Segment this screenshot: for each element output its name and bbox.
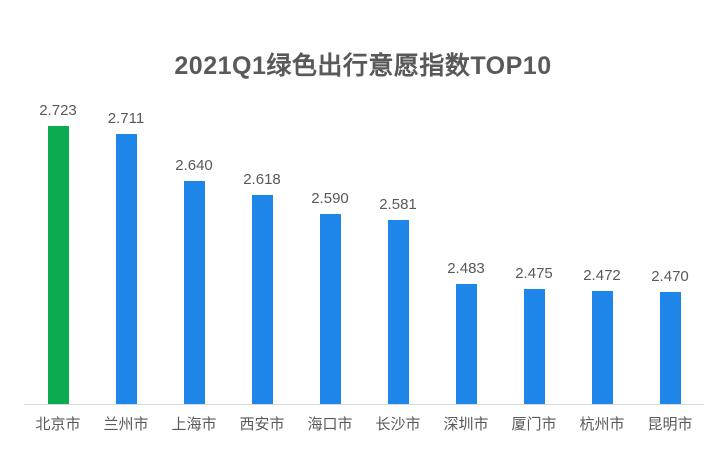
bar-column: 2.581 xyxy=(364,102,432,404)
x-axis-label: 上海市 xyxy=(171,416,217,433)
x-axis-label: 兰州市 xyxy=(103,416,149,433)
bar-北京市 xyxy=(47,126,69,404)
bar-value-label: 2.470 xyxy=(651,268,689,285)
bar-value-label: 2.711 xyxy=(107,110,145,127)
bar-杭州市 xyxy=(591,291,613,404)
x-axis-labels: 北京市 兰州市 上海市 西安市 海口市 长沙市 深圳市 厦门市 杭州市 昆明市 xyxy=(24,413,704,434)
bar-column: 2.483 xyxy=(432,102,500,404)
bar-column: 2.590 xyxy=(296,102,364,404)
bar-value-label: 2.581 xyxy=(379,196,417,213)
x-axis-label: 深圳市 xyxy=(443,416,489,433)
bar-西安市 xyxy=(251,195,273,404)
bar-column: 2.723 xyxy=(24,102,92,404)
bar-value-label: 2.618 xyxy=(243,171,281,188)
x-axis-label: 厦门市 xyxy=(511,416,557,433)
bar-column: 2.475 xyxy=(500,102,568,404)
bar-value-label: 2.723 xyxy=(39,102,77,119)
bar-兰州市 xyxy=(115,134,137,404)
chart-title: 2021Q1绿色出行意愿指数TOP10 xyxy=(174,52,552,80)
bar-value-label: 2.590 xyxy=(311,190,349,207)
bar-column: 2.472 xyxy=(568,102,636,404)
x-axis-label: 长沙市 xyxy=(375,416,421,433)
bar-value-label: 2.640 xyxy=(175,157,213,174)
x-axis-label: 西安市 xyxy=(239,416,285,433)
bar-value-label: 2.483 xyxy=(447,260,485,277)
bar-column: 2.640 xyxy=(160,102,228,404)
x-axis-label: 杭州市 xyxy=(579,416,625,433)
bar-value-label: 2.472 xyxy=(583,267,621,284)
x-axis-label: 北京市 xyxy=(35,416,81,433)
x-axis-label: 昆明市 xyxy=(647,416,693,433)
bar-上海市 xyxy=(183,181,205,404)
bar-深圳市 xyxy=(455,284,477,404)
bar-column: 2.711 xyxy=(92,102,160,404)
bar-昆明市 xyxy=(659,292,681,404)
x-axis-label: 海口市 xyxy=(307,416,353,433)
bar-厦门市 xyxy=(523,289,545,404)
bar-column: 2.618 xyxy=(228,102,296,404)
bar-海口市 xyxy=(319,214,341,404)
bar-长沙市 xyxy=(387,220,409,404)
plot-area: 2.723 2.711 2.640 2.618 2.590 2.581 2.483 2.475… xyxy=(24,102,704,405)
bar-value-label: 2.475 xyxy=(515,265,553,282)
bar-column: 2.470 xyxy=(636,102,704,404)
